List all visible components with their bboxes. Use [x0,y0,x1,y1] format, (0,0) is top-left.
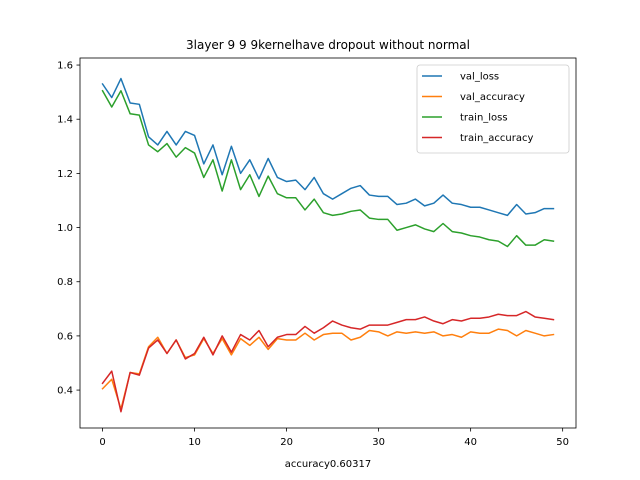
chart-title: 3layer 9 9 9kernelhave dropout without n… [186,38,470,52]
x-axis-ticks: 0 10 20 30 40 50 [99,428,569,448]
series-line-train-accuracy [101,310,555,413]
y-tick-label: 1.4 [57,115,73,126]
legend-label-val-loss: val_loss [460,72,499,83]
x-tick-label: 20 [280,437,293,448]
series-line-val-loss [101,77,555,217]
plot-lines [101,77,555,413]
y-tick-label: 1.6 [57,61,73,72]
legend: val_loss val_accuracy train_loss train_accu… [416,64,570,154]
legend-label-train-loss: train_loss [460,113,508,124]
y-tick-label: 1.0 [57,223,73,234]
x-tick-label: 0 [99,437,105,448]
y-axis-ticks: 0.4 0.6 0.8 1.0 1.2 1.4 1.6 [57,61,80,397]
x-tick-label: 50 [556,437,569,448]
y-tick-label: 0.8 [57,277,73,288]
legend-frame [416,64,570,154]
legend-label-train-accuracy: train_accuracy [460,133,533,144]
y-tick-label: 0.6 [57,331,73,342]
series-line-train-loss [101,89,555,248]
x-tick-label: 30 [372,437,385,448]
plot-frame [79,57,577,429]
y-tick-label: 0.4 [57,386,73,397]
legend-label-val-accuracy: val_accuracy [460,92,525,103]
x-tick-label: 40 [464,437,477,448]
x-tick-label: 10 [188,437,201,448]
x-axis-label: accuracy0.60317 [285,459,371,470]
y-tick-label: 1.2 [57,169,73,180]
